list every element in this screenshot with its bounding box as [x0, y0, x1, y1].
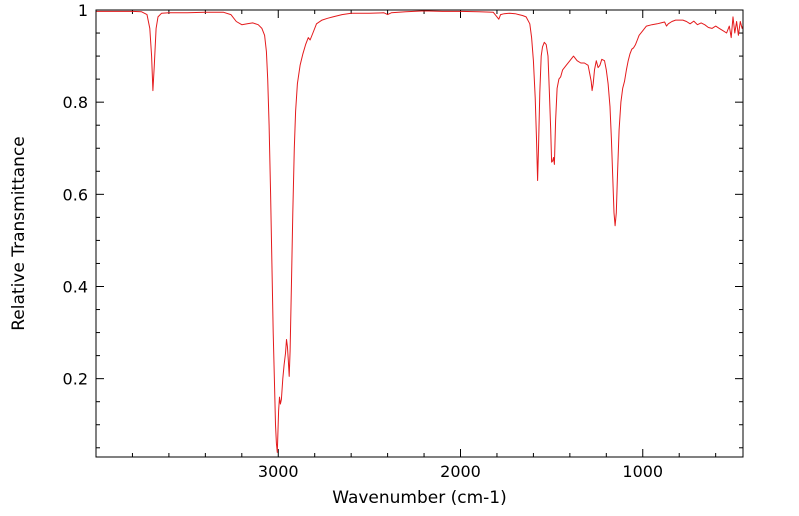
plot-frame — [95, 9, 744, 458]
x-axis-tick-labels: 3000 2000 1000 — [258, 462, 663, 481]
y-tick-label: 1 — [78, 1, 88, 20]
spectrum-line-series-0 — [96, 10, 744, 453]
x-axis-ticks — [95, 10, 717, 457]
x-tick-label: 1000 — [622, 462, 663, 481]
y-axis-label: Relative Transmittance — [9, 136, 29, 331]
y-axis-tick-labels: 0.2 0.4 0.6 0.8 1 — [63, 1, 88, 389]
x-tick-label: 2000 — [440, 462, 481, 481]
y-tick-label: 0.2 — [63, 370, 88, 389]
x-axis-label: Wavenumber (cm-1) — [332, 488, 507, 508]
x-tick-label: 3000 — [258, 462, 299, 481]
series-group — [96, 10, 744, 453]
y-tick-label: 0.4 — [63, 277, 88, 296]
y-tick-label: 0.8 — [63, 93, 88, 112]
y-axis-ticks — [96, 9, 743, 449]
y-tick-label: 0.6 — [63, 185, 88, 204]
